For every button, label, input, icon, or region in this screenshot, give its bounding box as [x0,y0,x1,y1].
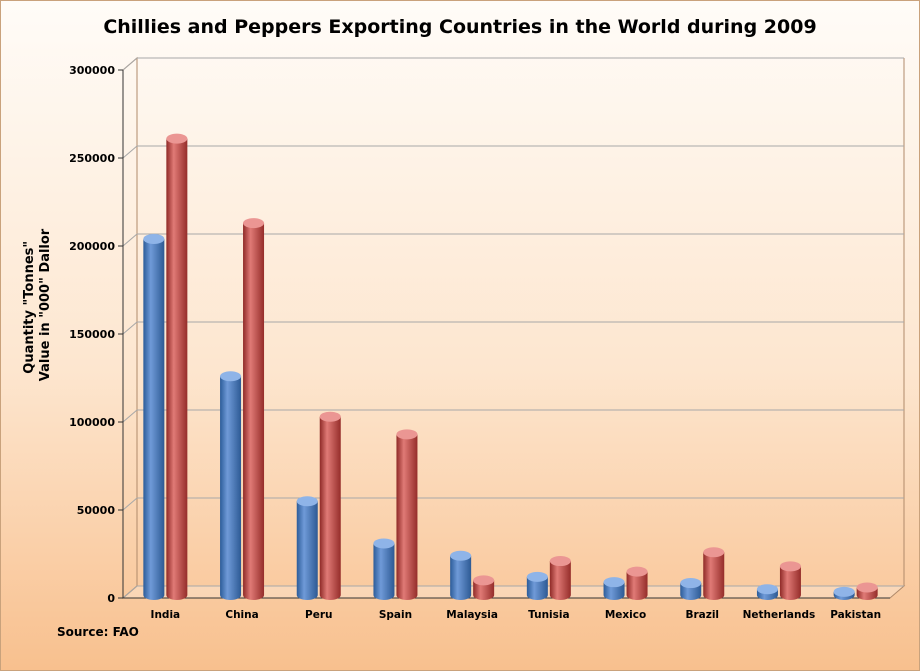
y-tick-label: 150000 [69,328,115,341]
bar-tunisia-series-2 [549,556,571,600]
bar-body [450,555,472,600]
bar-body [396,434,418,600]
bar-top [243,218,265,229]
y-axis-label-line-2: Value in "000" Dallor [38,228,53,381]
x-axis-categories: India China Peru Spain Malaysia Tunisia Mexico… [151,609,882,621]
gridline-side [122,233,138,247]
bar-body [166,138,188,600]
bar-top [296,496,318,507]
bar-body [143,238,165,600]
bar-malaysia-series-1 [450,550,472,600]
bar-body [779,566,801,600]
bar-china-series-1 [220,371,242,600]
x-category-label: Peru [305,609,332,621]
x-category-label: Malaysia [446,609,498,621]
bar-body [603,582,625,600]
gridline-side [122,585,138,599]
gridline-side [122,145,138,159]
x-category-label: China [225,609,258,621]
chart-title: Chillies and Peppers Exporting Countries… [103,16,816,38]
bar-top [396,429,418,440]
bar-top [626,566,648,577]
bar-body [319,416,341,600]
bar-top [680,578,702,589]
bar-top [319,411,341,422]
y-axis-label-line-1: Quantity "Tonnes" [22,241,37,374]
bar-top [833,586,855,597]
bar-spain-series-2 [396,429,418,600]
bar-top [703,547,725,558]
bar-body [220,376,242,600]
x-category-label: Brazil [685,609,719,621]
x-category-label: Tunisia [528,609,570,621]
bar-top [143,233,165,244]
bar-top [549,556,571,567]
bar-layer [143,133,878,600]
x-category-label: Spain [379,609,412,621]
y-tick-label: 100000 [69,416,115,429]
bar-body [549,561,571,600]
y-tick-label: 0 [107,592,115,605]
x-category-label: Netherlands [743,609,816,621]
bar-brazil-series-1 [680,578,702,600]
bar-top [166,133,188,144]
bar-body [703,552,725,600]
bar-top [856,582,878,593]
y-tick-label: 300000 [69,64,115,77]
bar-india-series-2 [166,133,188,600]
bar-pakistan-series-1 [833,586,855,600]
bar-brazil-series-2 [703,547,725,600]
bar-top [450,550,472,561]
bar-top [779,561,801,572]
gridline-side [122,321,138,335]
bar-spain-series-1 [373,538,395,600]
y-axis-label: Quantity "Tonnes" Value in "000" Dallor [22,228,53,381]
gridline-side [122,497,138,511]
bar-china-series-2 [243,218,265,600]
bar-netherlands-series-1 [756,584,778,600]
bar-top [220,371,242,382]
bar-peru-series-1 [296,496,318,600]
bar-body [243,223,265,600]
bar-india-series-1 [143,233,165,600]
bar-tunisia-series-1 [526,571,548,600]
bar-body [373,543,395,600]
y-tick-label: 250000 [69,152,115,165]
y-tick-label: 50000 [77,504,116,517]
x-category-label: Pakistan [830,609,881,621]
x-category-label: Mexico [605,609,646,621]
bar-top [756,584,778,595]
bar-top [526,571,548,582]
bar-top [373,538,395,549]
gridline-side [122,409,138,423]
bar-top [603,577,625,588]
bar-top [473,575,495,586]
bar-pakistan-series-2 [856,582,878,600]
bar-body [296,501,318,600]
bar-body [526,576,548,600]
bar-netherlands-series-2 [779,561,801,600]
bar-malaysia-series-2 [473,575,495,600]
y-tick-label: 200000 [69,240,115,253]
bar-mexico-series-1 [603,577,625,600]
bar-peru-series-2 [319,411,341,600]
gridline-side [122,57,138,71]
source-note: Source: FAO [57,625,139,639]
bar-mexico-series-2 [626,566,648,600]
x-category-label: India [151,609,181,621]
bar-body [626,571,648,600]
bar-body [473,580,495,600]
y-axis-ticks: 0 50000 100000 150000 200000 250000 300000 [69,64,890,605]
